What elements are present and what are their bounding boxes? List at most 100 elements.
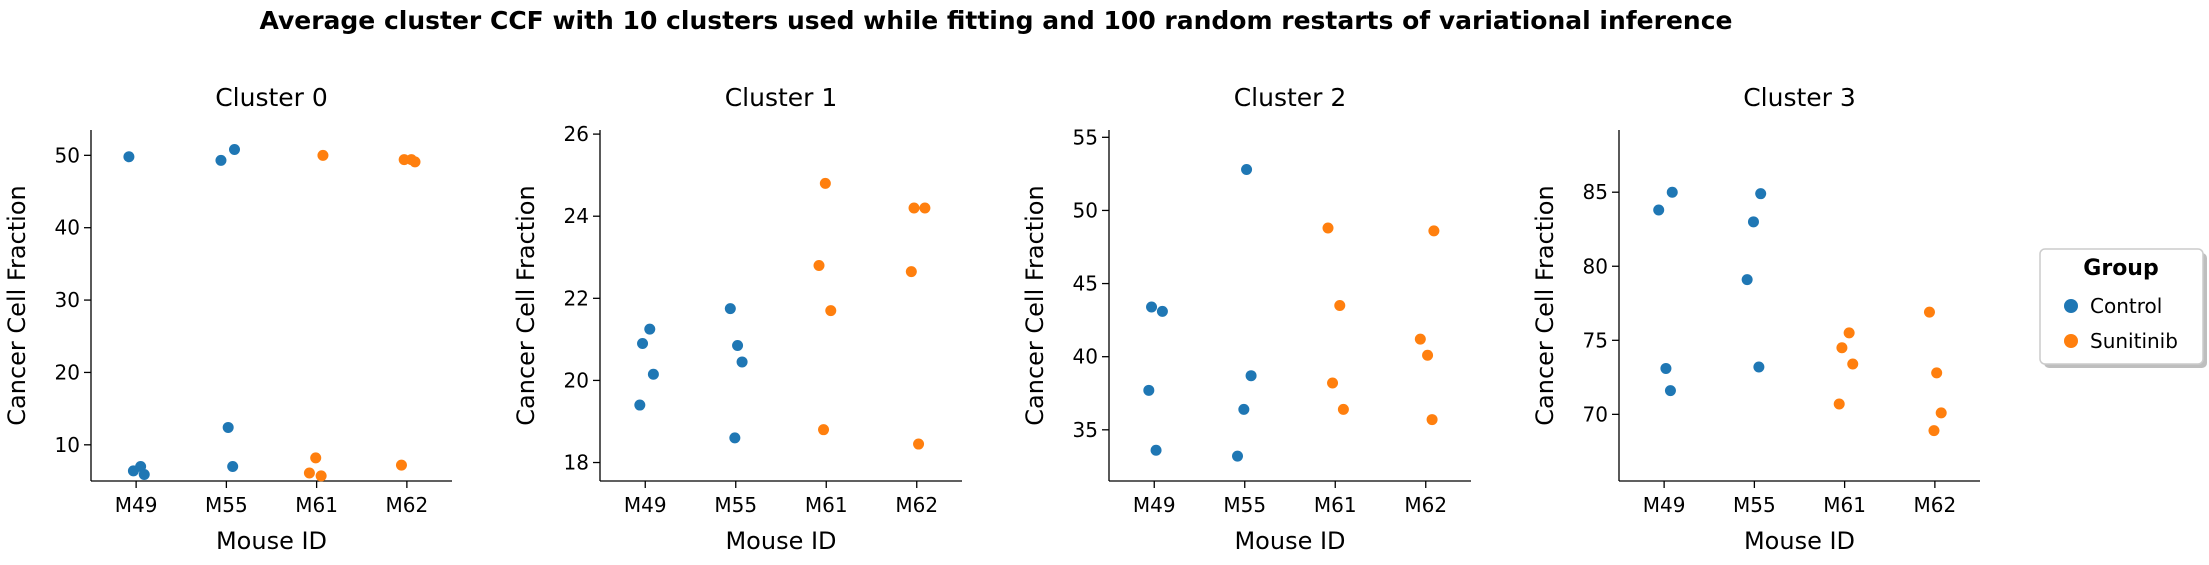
y-tick-label: 75 [1583, 328, 1608, 352]
x-tick-label: M49 [115, 493, 158, 517]
x-tick-label: M62 [895, 493, 938, 517]
data-point-control [1146, 301, 1158, 313]
x-tick-label: M55 [1733, 493, 1776, 517]
data-point-control [634, 399, 646, 411]
y-tick-label: 24 [564, 204, 589, 228]
panel-3: Cluster 3 70 75 80 85 M49 M55 M61 M62 Mouse ID Can… [1531, 83, 1980, 555]
data-point-sunitinib [1847, 358, 1859, 370]
y-tick-label: 22 [564, 286, 589, 310]
data-point-sunitinib [1337, 403, 1349, 415]
y-tick-label: 40 [1073, 345, 1098, 369]
data-point-control [732, 340, 744, 352]
panel-1: Cluster 1 18 20 22 24 26 M49 M55 M61 M62 Mouse ID C… [512, 83, 962, 555]
data-point-control [127, 465, 139, 477]
data-point-sunitinib [1327, 377, 1339, 389]
data-point-control [1241, 163, 1253, 175]
y-tick-label: 18 [564, 451, 589, 475]
x-tick-label: M62 [1404, 493, 1447, 517]
data-point-sunitinib [913, 438, 925, 450]
data-point-sunitinib [1334, 300, 1346, 311]
data-point-sunitinib [825, 305, 837, 317]
data-point-sunitinib [818, 424, 830, 436]
legend: Group Control Sunitinib [2039, 248, 2207, 368]
data-point-control [1747, 216, 1759, 228]
y-tick-label: 50 [1073, 198, 1098, 222]
x-axis-label: Mouse ID [1744, 527, 1855, 555]
legend-label-sunitinib: Sunitinib [2090, 329, 2178, 353]
data-point-control [1143, 384, 1155, 396]
y-tick-label: 45 [1073, 272, 1098, 296]
x-tick-label: M61 [1314, 493, 1357, 517]
x-tick-label: M55 [205, 493, 248, 517]
data-point-sunitinib [1426, 414, 1438, 426]
y-tick-label: 40 [55, 216, 80, 240]
x-axis-label: Mouse ID [1234, 527, 1345, 555]
data-point-sunitinib [315, 470, 327, 482]
data-point-control [1238, 403, 1250, 415]
x-tick-label: M61 [295, 493, 338, 517]
y-tick-label: 20 [55, 360, 80, 384]
data-point-sunitinib [1923, 306, 1935, 318]
data-point-sunitinib [1935, 407, 1947, 419]
data-point-control [222, 421, 234, 433]
data-point-control [1753, 361, 1765, 373]
data-point-control [1232, 450, 1244, 462]
y-tick-label: 70 [1583, 402, 1608, 426]
data-point-control [647, 368, 659, 380]
y-axis-label: Cancer Cell Fraction [1021, 185, 1049, 425]
legend-box [2039, 248, 2204, 365]
data-point-control [138, 468, 150, 480]
data-point-control [123, 151, 135, 163]
panel-title: Cluster 3 [1743, 83, 1856, 112]
y-tick-label: 50 [55, 143, 80, 167]
data-point-control [644, 323, 656, 335]
y-axis-label: Cancer Cell Fraction [1531, 185, 1559, 425]
data-point-control [1653, 204, 1665, 216]
x-axis-label: Mouse ID [725, 527, 836, 555]
data-point-sunitinib [395, 459, 407, 471]
y-axis-label: Cancer Cell Fraction [512, 185, 540, 425]
x-tick-label: M49 [1133, 493, 1176, 517]
x-tick-label: M55 [714, 493, 757, 517]
data-point-sunitinib [398, 154, 410, 166]
data-point-control [1755, 188, 1767, 200]
data-point-sunitinib [1428, 225, 1440, 237]
x-tick-label: M61 [1823, 493, 1866, 517]
figure-title: Average cluster CCF with 10 clusters use… [260, 6, 1733, 35]
legend-label-control: Control [2090, 294, 2162, 318]
data-point-sunitinib [1928, 425, 1940, 437]
data-point-sunitinib [1414, 333, 1426, 345]
data-point-sunitinib [1422, 349, 1434, 361]
y-tick-label: 20 [564, 368, 589, 392]
y-tick-label: 80 [1583, 254, 1608, 278]
x-axis-label: Mouse ID [216, 527, 327, 555]
legend-title: Group [2083, 256, 2158, 281]
data-point-sunitinib [919, 202, 931, 214]
data-point-sunitinib [908, 202, 920, 214]
data-point-sunitinib [1843, 327, 1855, 339]
data-point-sunitinib [409, 156, 421, 168]
data-point-sunitinib [1931, 367, 1943, 379]
y-tick-label: 26 [564, 122, 589, 146]
data-point-control [1660, 362, 1672, 374]
data-point-control [724, 303, 736, 315]
data-point-control [227, 461, 239, 473]
data-point-control [1245, 370, 1257, 382]
data-point-sunitinib [310, 452, 322, 464]
data-point-control [215, 154, 227, 166]
x-tick-label: M49 [624, 493, 667, 517]
y-tick-label: 35 [1073, 418, 1098, 442]
data-point-control [228, 144, 240, 156]
legend-marker-control [2064, 299, 2078, 313]
y-tick-label: 55 [1073, 125, 1098, 149]
y-tick-label: 10 [55, 433, 80, 457]
y-tick-label: 30 [55, 288, 80, 312]
data-point-control [1156, 305, 1168, 317]
panel-title: Cluster 1 [725, 83, 838, 112]
panel-title: Cluster 2 [1234, 83, 1347, 112]
data-point-control [1150, 444, 1162, 456]
data-point-sunitinib [1833, 398, 1845, 410]
panel-2: Cluster 2 35 40 45 50 55 M49 M55 M61 M62 Mouse ID C… [1021, 83, 1471, 555]
